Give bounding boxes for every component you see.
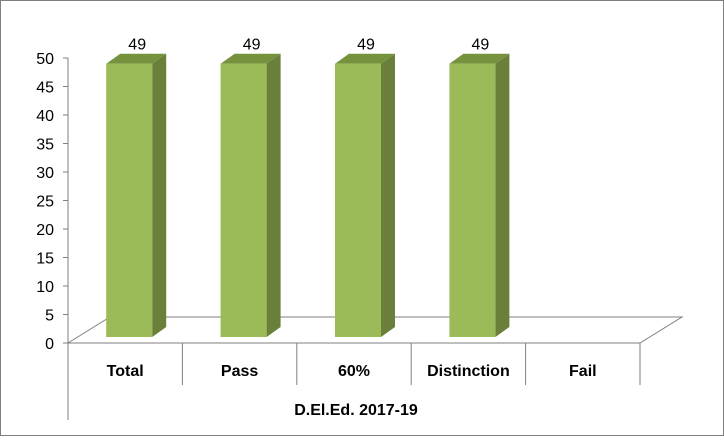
data-label: 49	[128, 37, 146, 54]
y-tick-label: 35	[36, 137, 54, 154]
y-tick-label: 25	[36, 194, 54, 211]
x-tick-label: Total	[107, 363, 144, 380]
bar-top-face	[449, 53, 510, 64]
bar-top-face	[106, 53, 167, 64]
bar-side-face	[495, 53, 510, 337]
bar-top-face	[220, 53, 281, 64]
y-tick-label: 40	[36, 108, 54, 125]
y-axis: 0 5 10 15 20 25 30 35 40 45 50	[36, 51, 69, 353]
y-tick-label: 5	[45, 308, 54, 325]
bar-side-face	[152, 53, 167, 337]
bar-front-face	[220, 63, 267, 337]
x-tick-label: Distinction	[427, 363, 510, 380]
x-tick-label: Fail	[569, 363, 597, 380]
x-tick-label: 60%	[338, 363, 370, 380]
y-tick-label: 45	[36, 80, 54, 97]
category-group-label: D.El.Ed. 2017-19	[294, 402, 418, 419]
bar-front-face	[449, 63, 496, 337]
x-tick-label: Pass	[221, 363, 258, 380]
data-labels: 49 49 49 49	[128, 37, 489, 54]
bar-side-face	[266, 53, 281, 337]
bar-top-face	[335, 53, 395, 64]
y-tick-label: 20	[36, 222, 54, 239]
y-tick-label: 10	[36, 279, 54, 296]
bar	[106, 53, 167, 337]
data-label: 49	[243, 37, 261, 54]
y-tick-label: 15	[36, 251, 54, 268]
y-tick-label: 0	[45, 336, 54, 353]
bars	[106, 53, 510, 337]
bar	[220, 53, 281, 337]
data-label: 49	[472, 37, 490, 54]
y-tick-label: 30	[36, 165, 54, 182]
x-axis: Total Pass 60% Distinction Fail	[67, 343, 641, 420]
data-label: 49	[357, 37, 375, 54]
bar-side-face	[381, 53, 395, 337]
bar-front-face	[106, 63, 153, 337]
y-tick-label: 50	[36, 51, 54, 68]
bar-front-face	[335, 63, 381, 337]
bar	[449, 53, 510, 337]
bar	[335, 53, 395, 337]
